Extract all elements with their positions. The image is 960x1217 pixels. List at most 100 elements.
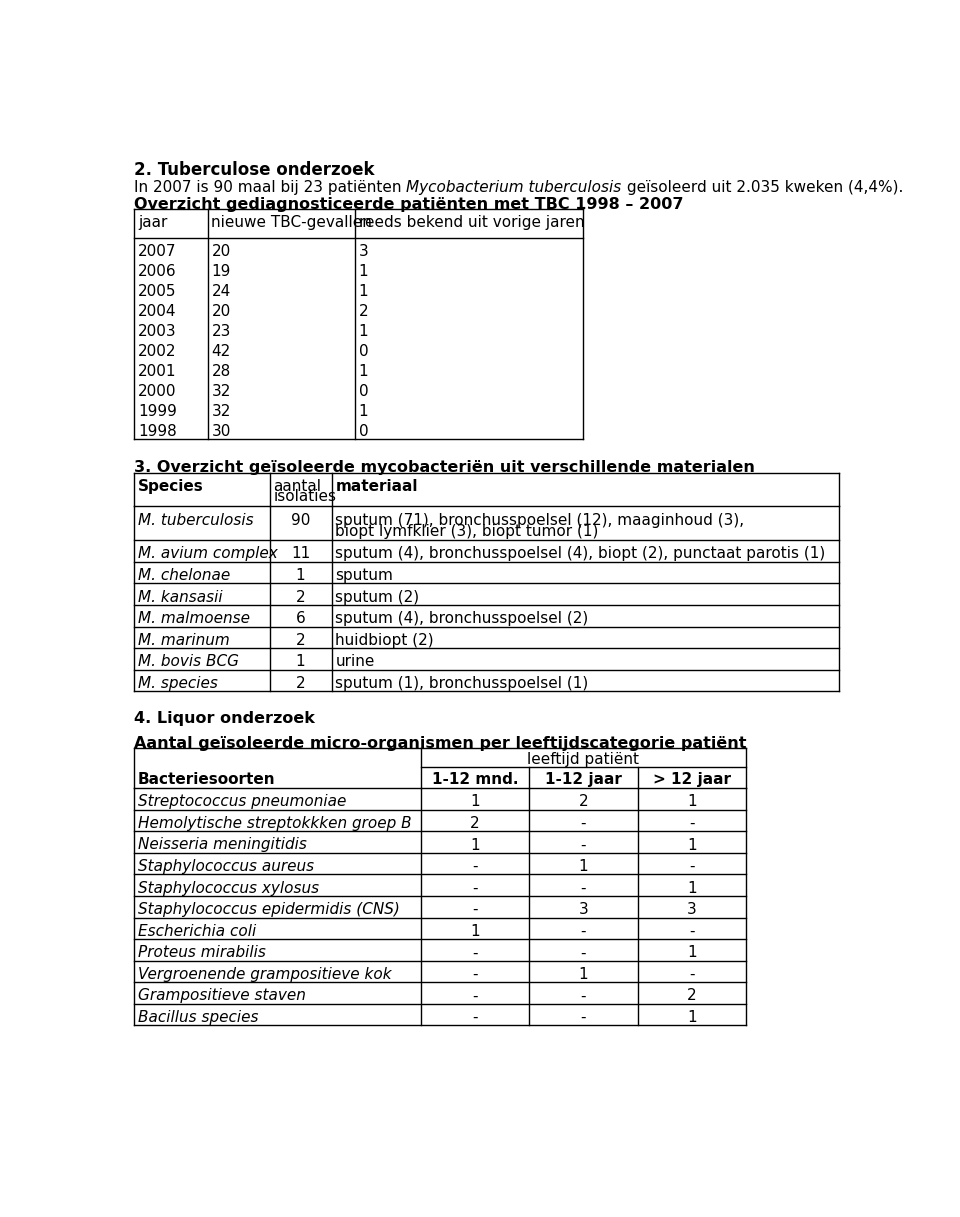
Text: 2: 2 (296, 675, 305, 691)
Text: 32: 32 (211, 404, 230, 419)
Text: materiaal: materiaal (335, 478, 418, 494)
Text: -: - (581, 1010, 587, 1025)
Text: -: - (689, 859, 695, 874)
Text: In 2007 is 90 maal bij 23 patiënte​n: In 2007 is 90 maal bij 23 patiënte​n (134, 180, 406, 195)
Text: Species: Species (138, 478, 204, 494)
Text: -: - (581, 837, 587, 852)
Text: reeds bekend uit vorige jaren: reeds bekend uit vorige jaren (359, 215, 585, 230)
Text: isolaties: isolaties (274, 489, 336, 505)
Text: 1: 1 (470, 837, 480, 852)
Text: Bacteriesoorten: Bacteriesoorten (138, 772, 276, 787)
Text: 1: 1 (579, 966, 588, 982)
Text: 1: 1 (359, 364, 369, 378)
Text: M. tuberculosis: M. tuberculosis (138, 512, 253, 527)
Text: 2001: 2001 (138, 364, 177, 378)
Text: M. kansasii: M. kansasii (138, 589, 223, 605)
Text: 1-12 mnd.: 1-12 mnd. (432, 772, 518, 787)
Text: 0: 0 (359, 424, 369, 439)
Text: 11: 11 (291, 546, 310, 561)
Text: Proteus mirabilis: Proteus mirabilis (138, 946, 266, 960)
Text: jaar: jaar (138, 215, 167, 230)
Text: 1: 1 (296, 655, 305, 669)
Text: -: - (472, 859, 478, 874)
Text: 2003: 2003 (138, 324, 177, 338)
Text: 28: 28 (211, 364, 230, 378)
Text: -: - (472, 988, 478, 1004)
Text: 3: 3 (359, 243, 369, 259)
Text: nieuwe TBC-gevallen: nieuwe TBC-gevallen (211, 215, 372, 230)
Text: 1: 1 (359, 284, 369, 299)
Text: 1: 1 (579, 859, 588, 874)
Text: 19: 19 (211, 264, 230, 279)
Text: 4. Liquor onderzoek: 4. Liquor onderzoek (134, 711, 315, 727)
Text: 2. Tuberculose onderzoek: 2. Tuberculose onderzoek (134, 162, 374, 179)
Text: -: - (689, 815, 695, 831)
Text: 1: 1 (687, 881, 697, 896)
Text: M. chelonae: M. chelonae (138, 568, 230, 583)
Text: sputum (4), bronchusspoelsel (2): sputum (4), bronchusspoelsel (2) (335, 611, 588, 626)
Text: 3. Overzicht geïsoleerde mycobacteriën uit verschillende materialen: 3. Overzicht geïsoleerde mycobacteriën u… (134, 460, 755, 475)
Text: 2006: 2006 (138, 264, 177, 279)
Text: 2000: 2000 (138, 385, 177, 399)
Text: -: - (581, 815, 587, 831)
Text: -: - (689, 924, 695, 938)
Text: Mycobacterium tuberculosis: Mycobacterium tuberculosis (406, 180, 621, 195)
Text: Hemolytische streptokkken groep B: Hemolytische streptokkken groep B (138, 815, 412, 831)
Text: 32: 32 (211, 385, 230, 399)
Text: Bacillus species: Bacillus species (138, 1010, 258, 1025)
Text: 20: 20 (211, 304, 230, 319)
Text: 1: 1 (687, 946, 697, 960)
Text: Neisseria meningitidis: Neisseria meningitidis (138, 837, 306, 852)
Text: M. avium complex: M. avium complex (138, 546, 277, 561)
Text: M. species: M. species (138, 675, 218, 691)
Text: 2: 2 (687, 988, 697, 1004)
Text: Overzicht gediagnosticeerde patiënten met TBC 1998 – 2007: Overzicht gediagnosticeerde patiënten me… (134, 197, 684, 212)
Text: 30: 30 (211, 424, 230, 439)
Text: 1: 1 (359, 264, 369, 279)
Text: M. marinum: M. marinum (138, 633, 229, 647)
Text: 2: 2 (470, 815, 480, 831)
Text: urine: urine (335, 655, 374, 669)
Text: 6: 6 (296, 611, 305, 626)
Text: 3: 3 (579, 902, 588, 918)
Text: -: - (581, 924, 587, 938)
Text: Vergroenende grampositieve kok: Vergroenende grampositieve kok (138, 966, 392, 982)
Text: 2007: 2007 (138, 243, 177, 259)
Text: 1: 1 (687, 1010, 697, 1025)
Text: -: - (581, 988, 587, 1004)
Text: 1: 1 (470, 924, 480, 938)
Text: 24: 24 (211, 284, 230, 299)
Text: M. bovis BCG: M. bovis BCG (138, 655, 239, 669)
Text: 1999: 1999 (138, 404, 177, 419)
Text: 3: 3 (687, 902, 697, 918)
Text: -: - (472, 881, 478, 896)
Text: -: - (472, 902, 478, 918)
Text: Escherichia coli: Escherichia coli (138, 924, 256, 938)
Text: 1998: 1998 (138, 424, 177, 439)
Text: sputum (71), bronchusspoelsel (12), maaginhoud (3),: sputum (71), bronchusspoelsel (12), maag… (335, 512, 745, 527)
Text: 1-12 jaar: 1-12 jaar (545, 772, 622, 787)
Text: 1: 1 (359, 404, 369, 419)
Text: Staphylococcus xylosus: Staphylococcus xylosus (138, 881, 319, 896)
Text: 1: 1 (687, 837, 697, 852)
Text: -: - (472, 966, 478, 982)
Text: 2: 2 (579, 795, 588, 809)
Text: -: - (581, 946, 587, 960)
Text: 2005: 2005 (138, 284, 177, 299)
Text: Staphylococcus aureus: Staphylococcus aureus (138, 859, 314, 874)
Text: leeftijd patiënt: leeftijd patiënt (527, 752, 639, 767)
Text: 0: 0 (359, 385, 369, 399)
Text: 0: 0 (359, 344, 369, 359)
Text: 20: 20 (211, 243, 230, 259)
Text: 42: 42 (211, 344, 230, 359)
Text: Streptococcus pneumoniae: Streptococcus pneumoniae (138, 795, 347, 809)
Text: -: - (472, 1010, 478, 1025)
Text: 2002: 2002 (138, 344, 177, 359)
Text: 2: 2 (296, 589, 305, 605)
Text: geïsoleerd uit 2.035 kweken (4,4%).: geïsoleerd uit 2.035 kweken (4,4%). (621, 180, 903, 195)
Text: sputum (1), bronchusspoelsel (1): sputum (1), bronchusspoelsel (1) (335, 675, 588, 691)
Text: 2: 2 (359, 304, 369, 319)
Text: 1: 1 (687, 795, 697, 809)
Text: Staphylococcus epidermidis (CNS): Staphylococcus epidermidis (CNS) (138, 902, 399, 918)
Text: -: - (472, 946, 478, 960)
